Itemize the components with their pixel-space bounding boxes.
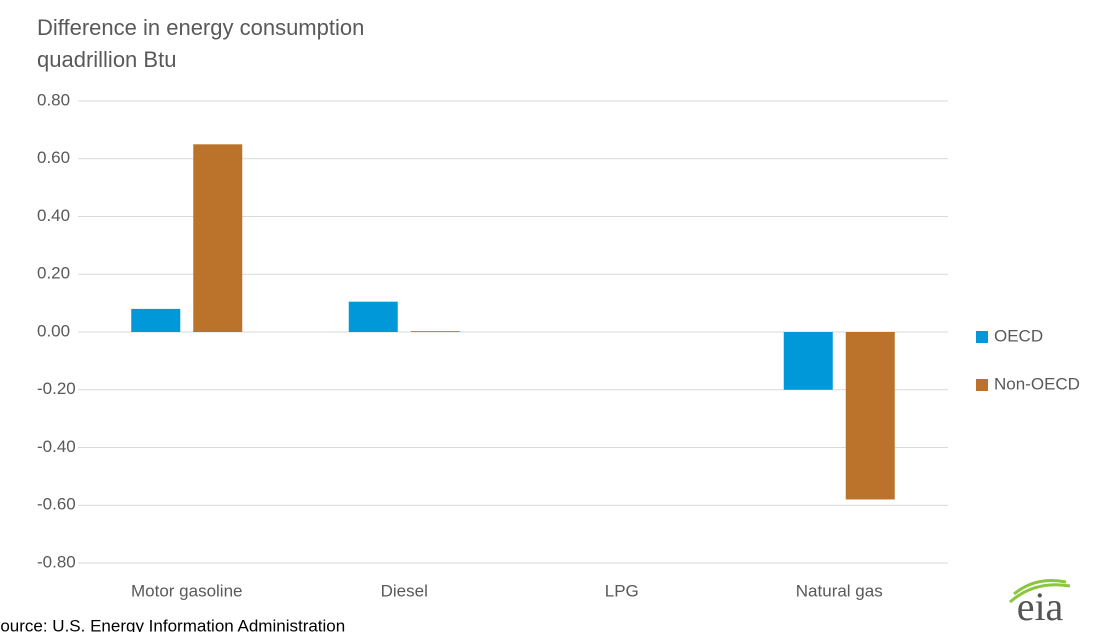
y-tick-label: -0.80 <box>37 552 76 571</box>
bar <box>348 301 398 332</box>
logo-swoosh <box>1009 579 1071 604</box>
y-tick-label: 0.40 <box>37 206 70 225</box>
chart-title: Difference in energy consumption <box>37 15 364 40</box>
x-tick-label: Diesel <box>381 581 428 600</box>
bar <box>845 332 895 500</box>
x-tick-label: Motor gasoline <box>131 581 243 600</box>
legend-label: OECD <box>994 326 1043 345</box>
y-axis-label: quadrillion Btu <box>37 47 176 72</box>
logo: eia <box>1009 579 1071 629</box>
x-tick-label: Natural gas <box>796 581 883 600</box>
y-tick-label: -0.60 <box>37 495 76 514</box>
y-tick-label: -0.20 <box>37 379 76 398</box>
y-tick-label: 0.60 <box>37 148 70 167</box>
legend-label: Non-OECD <box>994 374 1080 393</box>
logo-text: eia <box>1017 584 1064 629</box>
y-tick-label: -0.40 <box>37 437 76 456</box>
source: Source: U.S. Energy Information Administ… <box>0 616 345 632</box>
bar <box>131 308 181 332</box>
y-tick-label: 0.20 <box>37 264 70 283</box>
legend-swatch <box>976 331 988 343</box>
bar <box>783 332 833 390</box>
y-tick-label: 0.00 <box>37 321 70 340</box>
bar <box>410 331 460 332</box>
bar <box>193 144 243 332</box>
y-tick-label: 0.80 <box>37 90 70 109</box>
legend-swatch <box>976 379 988 391</box>
x-tick-label: LPG <box>605 581 639 600</box>
